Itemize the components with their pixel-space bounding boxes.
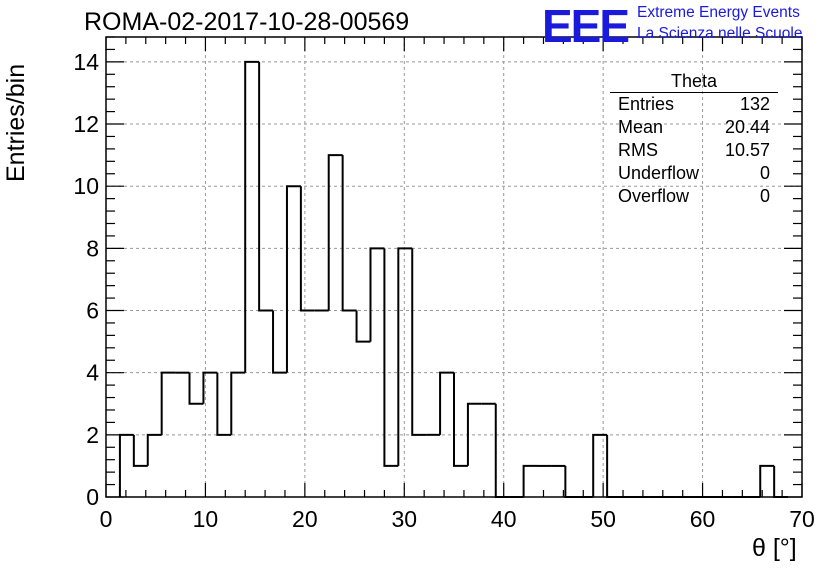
histogram-bin (299, 186, 315, 312)
x-tick-label: 20 (292, 506, 318, 532)
eee-logo: EEE (542, 0, 630, 52)
histogram-bin (383, 248, 399, 467)
x-axis-label: θ [°] (752, 534, 797, 562)
stats-row-value: 10.57 (724, 140, 770, 160)
stats-row-value: 20.44 (724, 117, 770, 137)
histogram-bin (341, 155, 357, 312)
stats-box: Theta Entries 132 Mean 20.44 RMS 10.57 Underfl… (610, 70, 778, 208)
y-tick-label: 0 (86, 484, 99, 510)
stats-row-label: Underflow (618, 163, 700, 183)
x-tick-label: 10 (193, 506, 219, 532)
y-tick-label: 2 (86, 422, 99, 448)
histogram-bin (230, 371, 246, 435)
histogram-bin (564, 465, 580, 498)
y-tick-label: 14 (73, 49, 99, 75)
histogram-bin (188, 372, 204, 405)
histogram-bin (285, 185, 301, 373)
chart-title: ROMA-02-2017-10-28-00569 (84, 8, 410, 36)
histogram-bin (118, 433, 134, 497)
x-tick-label: 0 (100, 506, 113, 532)
stats-row-label: RMS (618, 140, 658, 160)
y-tick-label: 6 (86, 298, 99, 324)
histogram-bin (466, 402, 482, 466)
axis-tick-labels: 0 10 20 30 40 50 60 70 0 2 4 6 8 10 12 14 (73, 49, 814, 532)
histogram-bin (494, 403, 510, 498)
histogram-bin (202, 371, 218, 404)
histogram-bin (146, 433, 162, 466)
histogram-bars (118, 60, 789, 498)
stats-row-value: 0 (759, 186, 770, 206)
plot-frame (105, 36, 803, 498)
stats-row-value: 0 (759, 163, 770, 183)
stats-row-label: Overflow (618, 186, 690, 206)
y-tick-label: 8 (86, 235, 99, 261)
stats-box-title: Theta (610, 70, 778, 93)
stats-row: Mean 20.44 (610, 116, 778, 139)
logo-line-2: La Scienza nelle Scuole (637, 25, 803, 42)
stats-rows: Entries 132 Mean 20.44 RMS 10.57 Underflow 0 Ove… (610, 93, 778, 208)
histogram-bin (592, 433, 608, 497)
histogram-bin (272, 310, 287, 374)
axes-frame (105, 36, 803, 498)
stats-row: Underflow 0 (610, 162, 778, 185)
x-tick-label: 60 (690, 506, 716, 532)
x-tick-label: 30 (391, 506, 417, 532)
histogram-bin (244, 60, 260, 373)
histogram-bin (397, 247, 413, 466)
y-axis-label: Entries/bin (2, 63, 30, 182)
x-tick-label: 50 (590, 506, 616, 532)
stats-row: Overflow 0 (610, 185, 778, 208)
stats-row-label: Mean (618, 117, 664, 137)
y-tick-label: 4 (86, 360, 99, 386)
axis-ticks (105, 36, 803, 498)
histogram-bin (258, 61, 274, 312)
histogram-bin (327, 154, 343, 311)
stats-row-label: Entries (618, 94, 675, 114)
histogram-bin (606, 434, 622, 498)
histogram-bin (216, 372, 232, 436)
histogram-bin (355, 310, 371, 343)
y-tick-label: 10 (73, 173, 99, 199)
x-tick-label: 70 (789, 506, 815, 532)
histogram-bin (773, 465, 789, 498)
histogram-bin (132, 434, 148, 467)
x-tick-label: 40 (491, 506, 517, 532)
histogram-bin (522, 464, 538, 497)
histogram-bin (453, 372, 468, 467)
histogram-bin (411, 248, 427, 436)
histogram-bin (759, 464, 775, 497)
histogram-bin (439, 371, 454, 435)
histogram-bin (369, 247, 385, 342)
stats-row: RMS 10.57 (610, 139, 778, 162)
stats-row-value: 132 (739, 94, 770, 114)
logo-line-1: Extreme Energy Events (637, 4, 800, 21)
stats-row: Entries 132 (610, 93, 778, 116)
y-tick-label: 12 (73, 111, 99, 137)
histogram-bin (160, 371, 176, 435)
